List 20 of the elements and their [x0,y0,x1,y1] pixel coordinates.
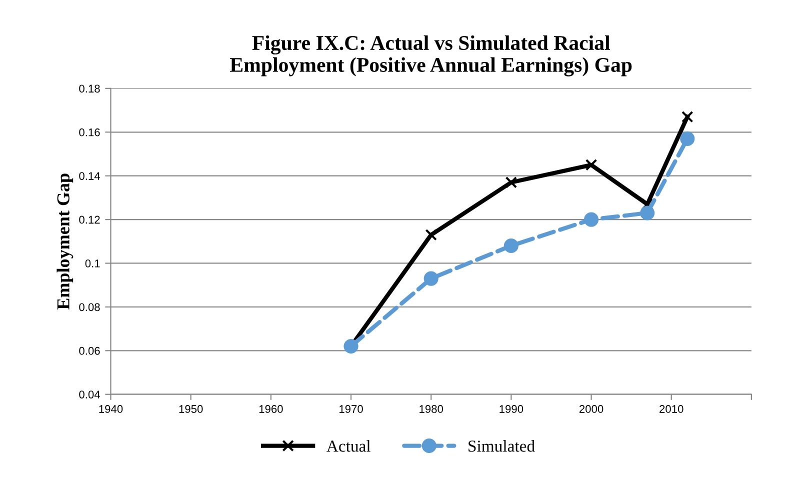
x-tick-label: 1950 [179,405,203,413]
y-tick-label: 0.16 [79,128,100,136]
x-tick-label: 1970 [339,405,363,413]
y-tick-label: 0.18 [79,84,100,93]
y-tick-label: 0.04 [79,390,100,398]
x-tick-label: 1990 [500,405,524,413]
x-tick-label: 1960 [259,405,283,413]
legend-label: Simulated [468,440,535,452]
y-tick-label: 0.06 [79,346,100,355]
x-tick-label: 2000 [579,405,604,413]
y-tick-label: 0.1 [85,260,100,268]
x-tick-label: 2010 [660,405,684,413]
y-tick-label: 0.12 [79,216,100,224]
y-tick-label: 0.08 [79,303,100,312]
legend-label: Actual [326,440,370,452]
x-tick-label: 1980 [420,405,444,413]
y-axis-title: Employment Gap [56,174,74,310]
x-tick-label: 1940 [99,405,123,413]
y-tick-label: 0.14 [79,172,100,180]
chart-title: Figure IX.C: Actual vs Simulated Racial Employment (Positive Annual Earnings) Gap [230,35,632,76]
